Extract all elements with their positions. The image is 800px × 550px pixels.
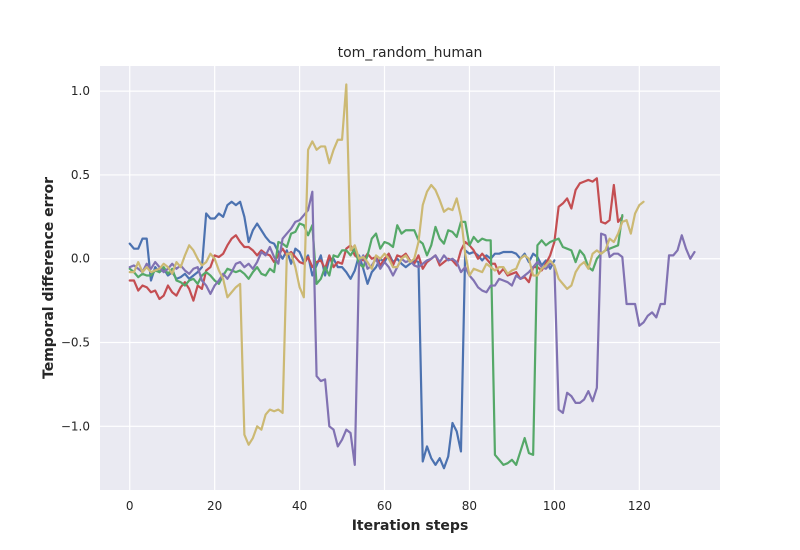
- x-tick-label: 40: [292, 499, 307, 513]
- x-tick-label: 100: [543, 499, 566, 513]
- x-tick-label: 0: [126, 499, 134, 513]
- y-tick-labels: −1.0 −0.5 0.0 0.5 1.0: [61, 84, 90, 433]
- y-tick-label: 0.0: [71, 252, 90, 266]
- x-tick-labels: 0 20 40 60 80 100 120: [126, 499, 651, 513]
- x-tick-label: 120: [628, 499, 651, 513]
- y-tick-label: 0.5: [71, 168, 90, 182]
- series-line-4: [128, 190, 696, 466]
- y-axis-label: Temporal difference error: [41, 177, 57, 379]
- series-line-5: [128, 83, 645, 446]
- series-lines: [128, 83, 696, 470]
- x-tick-label: 20: [207, 499, 222, 513]
- series-line-3: [128, 214, 624, 466]
- x-tick-label: 60: [377, 499, 392, 513]
- chart-title: tom_random_human: [338, 45, 483, 61]
- x-axis-label: Iteration steps: [352, 518, 469, 534]
- series-line-1: [128, 200, 556, 470]
- y-tick-label: −0.5: [61, 336, 90, 350]
- x-tick-label: 80: [462, 499, 477, 513]
- y-tick-label: 1.0: [71, 84, 90, 98]
- y-tick-label: −1.0: [61, 419, 90, 433]
